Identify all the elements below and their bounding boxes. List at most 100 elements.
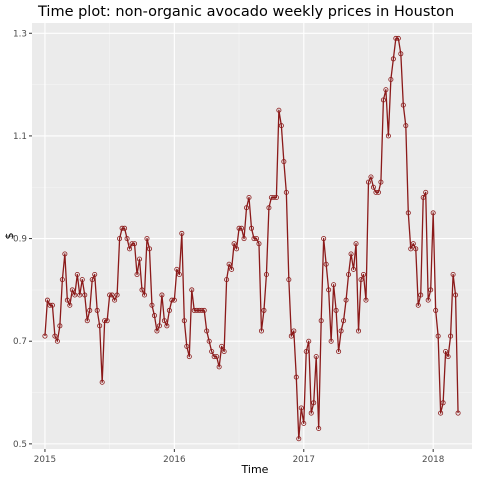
data-point (363, 297, 369, 303)
data-point (49, 302, 55, 308)
data-point (92, 271, 98, 277)
data-point (405, 210, 411, 216)
data-point (89, 277, 95, 283)
data-point (368, 174, 374, 180)
data-point (112, 297, 118, 303)
data-point (114, 292, 120, 298)
data-point (276, 107, 282, 113)
data-point (251, 236, 257, 242)
data-point (313, 354, 319, 360)
data-point (64, 297, 70, 303)
data-point (189, 287, 195, 293)
data-point (293, 374, 299, 380)
data-point (378, 179, 384, 185)
data-point (283, 189, 289, 195)
data-point (99, 379, 105, 385)
data-point (122, 225, 128, 231)
data-point (47, 302, 53, 308)
data-point (296, 436, 302, 442)
data-point (253, 236, 259, 242)
data-point (72, 292, 78, 298)
data-point (132, 241, 138, 247)
data-point (196, 307, 202, 313)
axis-layer: 2015 2016 2017 2018 0.5 0.7 0.9 1.1 1.3 (13, 29, 444, 465)
data-point (301, 420, 307, 426)
data-point (438, 410, 444, 416)
data-point (425, 297, 431, 303)
data-point (67, 302, 73, 308)
data-point (408, 246, 414, 252)
data-point (82, 292, 88, 298)
data-point (420, 195, 426, 201)
data-point (134, 271, 140, 277)
data-point (356, 328, 362, 334)
data-point (336, 348, 342, 354)
data-point (77, 292, 83, 298)
data-point (268, 195, 274, 201)
data-point (154, 328, 160, 334)
data-point (229, 266, 235, 272)
data-point (398, 51, 404, 57)
panel-background (32, 23, 472, 449)
data-point (303, 348, 309, 354)
data-point (62, 251, 68, 257)
data-point (97, 323, 103, 329)
data-point (74, 271, 80, 277)
data-point (333, 307, 339, 313)
data-point (146, 246, 152, 252)
data-point (360, 271, 366, 277)
data-point (415, 302, 421, 308)
data-point (127, 246, 133, 252)
data-point (149, 302, 155, 308)
point-layer (42, 35, 461, 442)
data-point (375, 189, 381, 195)
data-point (418, 292, 424, 298)
data-point (174, 266, 180, 272)
data-point (171, 297, 177, 303)
data-point (241, 236, 247, 242)
data-point (348, 251, 354, 257)
x-tick-label: 2018 (422, 455, 444, 465)
data-point (306, 338, 312, 344)
data-point (69, 287, 75, 293)
data-point (216, 364, 222, 370)
data-point (137, 256, 143, 262)
data-point (298, 405, 304, 411)
data-point (453, 292, 459, 298)
data-point (423, 189, 429, 195)
data-point (199, 307, 205, 313)
data-point (151, 313, 157, 319)
data-point (308, 410, 314, 416)
data-point (214, 354, 220, 360)
data-point (440, 400, 446, 406)
data-point (341, 318, 347, 324)
data-point (87, 307, 93, 313)
data-point (428, 287, 434, 293)
data-point (194, 307, 200, 313)
data-point (79, 277, 85, 283)
data-point (261, 307, 267, 313)
data-point (393, 35, 399, 41)
data-point (286, 277, 292, 283)
data-point (400, 102, 406, 108)
data-point (117, 236, 123, 242)
data-point (323, 261, 329, 267)
data-point (395, 35, 401, 41)
data-point (119, 225, 125, 231)
data-point (204, 328, 210, 334)
x-tick-label: 2015 (34, 455, 56, 465)
y-axis-label: $ (3, 233, 16, 240)
data-point (211, 354, 217, 360)
data-point (231, 241, 237, 247)
data-point (176, 271, 182, 277)
data-point (221, 348, 227, 354)
data-point (435, 333, 441, 339)
data-point (161, 318, 167, 324)
data-point (236, 225, 242, 231)
y-tick-label: 1.3 (13, 29, 27, 39)
data-point (224, 277, 230, 283)
data-point (156, 323, 162, 329)
data-point (226, 261, 232, 267)
y-tick-label: 1.1 (13, 132, 27, 142)
